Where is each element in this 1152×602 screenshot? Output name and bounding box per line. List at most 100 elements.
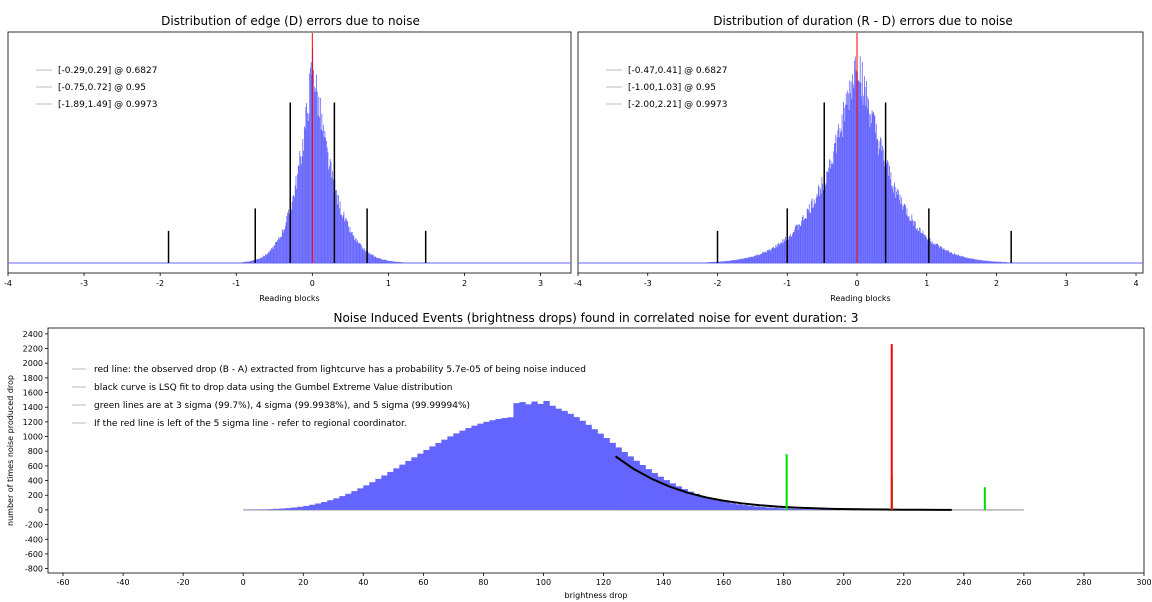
histogram-bar-0 (328, 169, 330, 263)
histogram-bar-1 (889, 179, 891, 263)
histogram-bar-1 (919, 228, 921, 263)
histogram-bar-0 (332, 171, 333, 263)
histogram-bar (645, 469, 652, 510)
histogram-bar-0 (309, 73, 311, 264)
histogram-bar-0 (329, 166, 330, 263)
histogram-bar-0 (279, 236, 281, 263)
histogram-bar (567, 413, 574, 510)
histogram-bar-0 (272, 249, 274, 263)
histogram-bar-0 (268, 252, 270, 263)
histogram-bar-1 (976, 259, 978, 263)
histogram-bar-1 (943, 248, 945, 263)
histogram-bar-0 (277, 240, 279, 263)
histogram-bar-1 (780, 242, 782, 263)
histogram-bar-1 (788, 236, 790, 263)
histogram-bar-1 (831, 162, 833, 263)
histogram-bar-0 (318, 96, 320, 263)
histogram-bar-0 (303, 126, 305, 263)
histogram-bar-1 (998, 261, 1000, 263)
x-tick-label: 40 (358, 578, 368, 587)
histogram-bar-1 (866, 80, 867, 263)
histogram-bar-1 (878, 141, 880, 263)
histogram-bar (303, 505, 310, 510)
y-tick-label: 1400 (23, 403, 43, 412)
histogram-bar-1 (765, 251, 767, 263)
histogram-bar-0 (354, 239, 356, 263)
histogram-bar (369, 482, 376, 510)
histogram-bar-1 (746, 258, 748, 263)
histogram-bar-0 (348, 226, 349, 263)
histogram-bar-1 (790, 234, 791, 263)
histogram-bar-1 (1004, 262, 1005, 263)
histogram-bar-1 (983, 260, 985, 263)
chart2-title: Distribution of duration (R - D) errors … (713, 14, 1013, 28)
histogram-bar-0 (313, 86, 315, 263)
histogram-bar-1 (873, 114, 875, 263)
y-axis-label-bottom: number of times noise produced drop (6, 375, 15, 526)
histogram-bar-1 (782, 239, 784, 263)
histogram-bar-0 (275, 241, 277, 263)
histogram-bar-0 (306, 102, 308, 263)
histogram-bar-1 (811, 198, 813, 263)
histogram-bar-0 (383, 259, 384, 263)
histogram-bar (495, 418, 502, 510)
histogram-bar-0 (293, 194, 295, 263)
histogram-bar-0 (282, 232, 284, 263)
histogram-bar (513, 403, 520, 510)
histogram-bar-1 (933, 245, 935, 263)
histogram-bar-1 (952, 254, 954, 263)
histogram-bar-1 (764, 252, 766, 263)
histogram-bar-1 (798, 224, 800, 263)
histogram-bar-1 (817, 196, 819, 263)
histogram-bar-0 (341, 214, 343, 263)
histogram-bar-1 (794, 226, 796, 263)
histogram-bar-1 (944, 249, 946, 263)
histogram-bar-0 (321, 113, 323, 263)
histogram-bar (795, 508, 802, 510)
histogram-bar-0 (382, 259, 384, 263)
histogram-bar (585, 424, 592, 510)
histogram-bar-1 (982, 260, 984, 263)
x-tick-label-0: 2 (462, 279, 467, 288)
histogram-bar-1 (783, 239, 785, 263)
histogram-bar-1 (970, 258, 971, 263)
histogram-bar-1 (884, 166, 886, 263)
histogram-bar-1 (843, 107, 845, 263)
histogram-bar-1 (792, 234, 793, 263)
histogram-bar (291, 507, 298, 510)
histogram-bar-0 (310, 67, 311, 263)
histogram-bar (363, 485, 370, 510)
legend-entry-0-1: [-0.75,0.72] @ 0.95 (58, 83, 146, 93)
histogram-bar (381, 475, 388, 510)
histogram-bar-0 (326, 147, 328, 263)
histogram-bar-1 (925, 234, 927, 263)
histogram-bar (531, 401, 538, 510)
histogram-bar-1 (866, 96, 868, 263)
histogram-bar-1 (755, 255, 757, 263)
histogram-bar-1 (903, 206, 904, 263)
histogram-bar-1 (908, 215, 910, 263)
histogram-bar-0 (280, 237, 282, 263)
histogram-bar-1 (772, 247, 774, 263)
histogram-bar-1 (779, 245, 781, 263)
histogram-bar-1 (898, 199, 900, 263)
histogram-bar-1 (911, 214, 913, 263)
histogram-bar (453, 433, 460, 510)
histogram-bar-1 (805, 218, 807, 263)
histogram-bar-0 (337, 204, 339, 263)
y-tick-label: 1200 (23, 418, 43, 427)
histogram-bar-0 (317, 115, 319, 263)
histogram-bar-1 (806, 208, 808, 263)
histogram-bar (579, 420, 586, 510)
histogram-bar-1 (930, 241, 932, 263)
histogram-bar-0 (342, 215, 344, 263)
histogram-bar (741, 505, 748, 510)
histogram-bar-1 (807, 209, 809, 263)
histogram-bar (735, 504, 742, 510)
histogram-bar-1 (887, 162, 889, 263)
histogram-bar-1 (817, 185, 819, 263)
histogram-bar-1 (725, 261, 726, 263)
histogram-bar-0 (351, 232, 353, 263)
histogram-bar-1 (882, 145, 883, 263)
histogram-bar-1 (726, 261, 728, 263)
